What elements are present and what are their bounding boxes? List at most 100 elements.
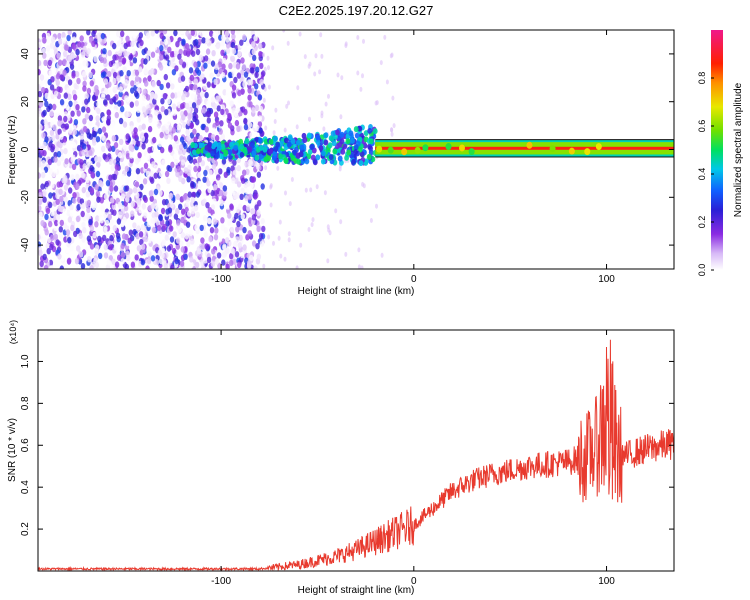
heatmap-cell <box>62 208 67 215</box>
heatmap-cell <box>295 265 299 269</box>
heatmap-cell <box>259 62 264 70</box>
heatmap-cell <box>149 170 154 177</box>
heatmap-cell <box>41 171 46 179</box>
heatmap-cell <box>196 248 202 255</box>
heatmap-cell <box>46 51 51 58</box>
heatmap-cell <box>82 163 87 170</box>
heatmap-cell <box>242 147 248 154</box>
heatmap-cell <box>252 159 257 167</box>
heatmap-cell <box>177 53 182 60</box>
heatmap-cell <box>219 199 224 207</box>
heatmap-cell <box>239 193 244 200</box>
heatmap-cell <box>107 213 112 221</box>
heatmap-cell <box>267 234 271 240</box>
heatmap-cell <box>204 126 209 133</box>
heatmap-cell <box>273 146 279 152</box>
heatmap-cell <box>58 142 63 149</box>
heatmap-cell <box>350 137 355 144</box>
heatmap-cell <box>375 203 378 209</box>
heatmap-blob <box>445 143 452 151</box>
heatmap-cell <box>320 110 324 116</box>
heatmap-cell <box>169 236 175 243</box>
heatmap-cell <box>353 126 359 133</box>
heatmap-cell <box>165 127 170 135</box>
heatmap-cell <box>140 243 146 250</box>
heatmap-blob <box>584 148 591 156</box>
heatmap-cell <box>49 243 54 251</box>
heatmap-cell <box>96 107 101 115</box>
heatmap-cell <box>247 121 253 129</box>
heatmap-cell <box>120 30 125 37</box>
heatmap-cell <box>171 69 177 76</box>
heatmap-cell <box>234 212 239 220</box>
heatmap-cell <box>117 201 123 208</box>
heatmap-cell <box>102 153 107 160</box>
heatmap-cell <box>125 35 130 42</box>
heatmap-cell <box>247 146 253 153</box>
heatmap-cell <box>238 234 243 241</box>
heatmap-cell <box>55 192 60 199</box>
heatmap-cell <box>202 83 208 91</box>
heatmap-cell <box>118 86 124 93</box>
heatmap-cell <box>134 100 139 107</box>
heatmap-cell <box>114 164 120 171</box>
heatmap-cell <box>263 86 267 92</box>
heatmap-cell <box>126 192 131 199</box>
heatmap-cell <box>55 107 61 115</box>
heatmap-cell <box>218 128 223 135</box>
heatmap-cell <box>260 183 265 190</box>
heatmap-cell <box>126 70 131 77</box>
heatmap-cell <box>171 103 177 110</box>
heatmap-cell <box>48 141 53 148</box>
heatmap-cell <box>67 55 73 62</box>
heatmap-cell <box>192 115 197 123</box>
heatmap-cell <box>319 32 323 38</box>
heatmap-cell <box>195 211 200 219</box>
heatmap-cell <box>54 219 59 227</box>
heatmap-cell <box>157 140 163 147</box>
heatmap-cell <box>136 106 141 114</box>
heatmap-cell <box>320 53 324 59</box>
heatmap-cell <box>184 43 190 50</box>
heatmap-cell <box>261 70 266 77</box>
heatmap-cell <box>145 265 150 269</box>
heatmap-blob <box>376 145 383 153</box>
heatmap-cell <box>163 73 168 81</box>
heatmap-cell <box>256 225 261 233</box>
heatmap-cell <box>238 138 244 145</box>
heatmap-cell <box>65 229 71 236</box>
heatmap-cell <box>172 142 177 149</box>
heatmap-cell <box>143 67 149 75</box>
heatmap-cell <box>86 30 91 36</box>
heatmap-cell <box>120 105 125 113</box>
heatmap-cell <box>81 236 86 243</box>
heatmap-cell <box>255 243 260 250</box>
heatmap-cell <box>97 141 102 148</box>
heatmap-cell <box>239 116 244 123</box>
heatmap-cell <box>106 259 112 266</box>
heatmap-cell <box>245 39 251 46</box>
heatmap-cell <box>231 84 237 91</box>
heatmap-cell <box>150 51 156 58</box>
heatmap-cell <box>171 127 177 134</box>
heatmap-cell <box>94 184 99 191</box>
heatmap-cell <box>78 232 83 239</box>
heatmap-cell <box>155 53 160 60</box>
heatmap-cell <box>193 78 199 85</box>
heatmap-cell <box>136 116 141 123</box>
heatmap-cell <box>102 48 107 55</box>
heatmap-cell <box>123 102 128 110</box>
heatmap-cell <box>101 126 107 133</box>
heatmap-panel: -100 0 100 -40 -20 0 20 40 Height of straight … <box>7 29 675 297</box>
heatmap-cell <box>59 155 65 162</box>
heatmap-cell <box>232 159 237 166</box>
heatmap-cell <box>197 38 202 46</box>
heatmap-cell <box>53 233 58 240</box>
heatmap-cell <box>79 133 85 140</box>
heatmap-cell <box>85 245 90 252</box>
heatmap-cell <box>143 132 149 139</box>
heatmap-cell <box>327 93 330 99</box>
heatmap-cell <box>100 72 106 79</box>
heatmap-cell <box>162 223 167 231</box>
heatmap-cell <box>70 174 75 181</box>
